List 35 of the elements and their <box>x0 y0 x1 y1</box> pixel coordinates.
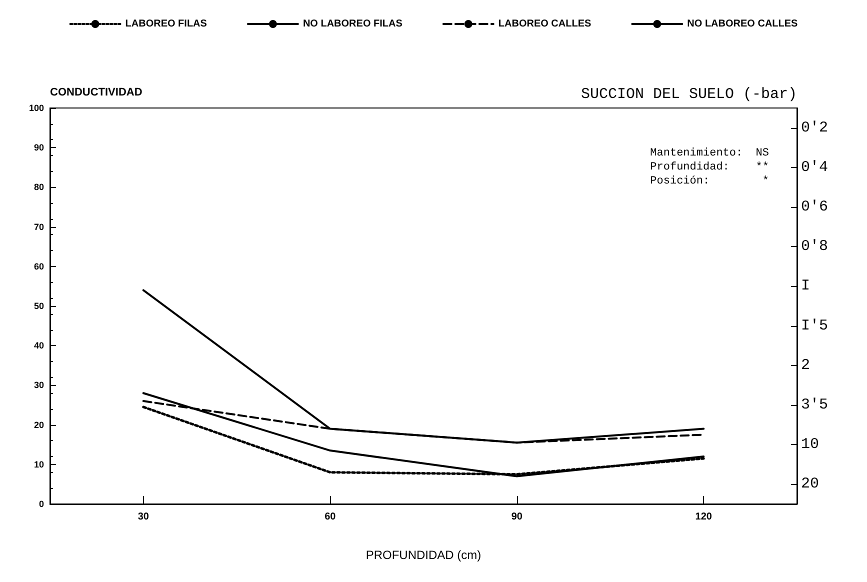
category-label: 3'5 <box>801 396 828 414</box>
legend-label: NO LABOREO CALLES <box>687 18 798 30</box>
y-tick-label: 0 <box>38 499 44 509</box>
category-label: I'5 <box>801 317 828 334</box>
x-tick-label: 120 <box>695 512 712 522</box>
category-label: 10 <box>801 436 820 454</box>
x-tick-label: 60 <box>324 512 336 522</box>
y-axis-title: CONDUCTIVIDAD <box>50 86 142 98</box>
x-tick-label: 90 <box>511 512 523 522</box>
y-tick-label: 20 <box>34 420 44 430</box>
category-label: 20 <box>801 476 820 493</box>
annotation: Mantenimiento: NS <box>650 148 770 160</box>
y-tick-label: 10 <box>34 459 44 470</box>
x-tick-label: 30 <box>138 512 150 522</box>
category-label: 2 <box>801 356 810 374</box>
y-tick-label: 50 <box>34 301 44 311</box>
x-axis-title: PROFUNDIDAD (cm) <box>366 548 482 562</box>
category-label: 0'4 <box>801 158 828 176</box>
y-tick-label: 100 <box>28 103 44 113</box>
legend-label: LABOREO CALLES <box>498 18 592 30</box>
legend-label: NO LABOREO FILAS <box>302 18 403 30</box>
y2-axis-title: SUCCION DEL SUELO (-bar) <box>580 86 797 103</box>
category-label: 0'8 <box>801 238 828 256</box>
y-tick-label: 30 <box>34 380 44 390</box>
category-label: 0'6 <box>801 198 828 216</box>
y-tick-label: 70 <box>34 222 44 232</box>
legend-label: LABOREO FILAS <box>125 18 208 30</box>
category-label: I <box>801 278 810 295</box>
y-tick-label: 60 <box>34 261 44 272</box>
annotation: Posición: * <box>650 176 770 188</box>
y-tick-label: 40 <box>34 340 44 351</box>
y-tick-label: 90 <box>34 142 44 153</box>
annotation: Profundidad: ** <box>650 162 770 174</box>
y-tick-label: 80 <box>34 182 44 192</box>
category-label: 0'2 <box>801 119 828 136</box>
